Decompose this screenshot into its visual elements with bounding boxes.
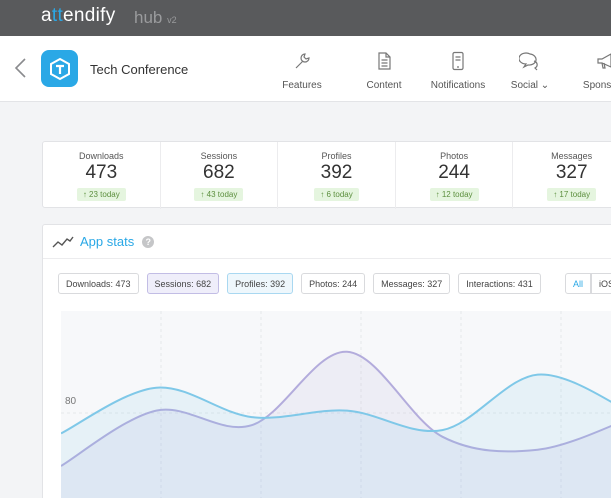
nav-sponsors[interactable]: Spons. Po	[570, 36, 611, 102]
stat-sessions: Sessions 682 ↑ 43 today	[161, 142, 279, 209]
brand-bar: attendify hub v2	[0, 0, 611, 36]
document-icon	[378, 52, 391, 70]
series-1-area	[61, 351, 611, 498]
chip-interactions[interactable]: Interactions: 431	[458, 273, 541, 294]
chart-background	[61, 311, 611, 498]
hub-label: hub v2	[134, 8, 177, 27]
line-chart-icon	[52, 236, 74, 247]
main-nav: Features Content Notifications Social ⌄	[270, 36, 611, 102]
app-title: Tech Conference	[90, 62, 189, 77]
stat-photos: Photos 244 ↑ 12 today	[396, 142, 514, 209]
chevron-left-icon	[14, 58, 26, 78]
attendify-logo[interactable]: attendify	[41, 5, 116, 26]
app-stats-chart: 80	[61, 311, 611, 498]
today-badge: ↑ 43 today	[194, 188, 244, 201]
stats-summary: Downloads 473 ↑ 23 today Sessions 682 ↑ …	[42, 141, 611, 209]
panel-header: App stats ?	[43, 225, 611, 259]
nav-notifications[interactable]: Notifications	[426, 36, 490, 102]
chip-profiles[interactable]: Profiles: 392	[227, 273, 294, 294]
chip-sessions[interactable]: Sessions: 682	[146, 273, 220, 294]
chip-downloads[interactable]: Downloads: 473	[58, 273, 139, 294]
today-badge: ↑ 17 today	[547, 188, 597, 201]
back-button[interactable]	[12, 56, 32, 80]
app-header: Tech Conference Features Content Notific…	[0, 36, 611, 102]
help-icon[interactable]: ?	[142, 235, 155, 248]
nav-features[interactable]: Features	[270, 36, 334, 102]
today-badge: ↑ 12 today	[429, 188, 479, 201]
stat-messages: Messages 327 ↑ 17 today	[513, 142, 611, 209]
segment-all[interactable]: All	[565, 273, 592, 294]
chip-messages[interactable]: Messages: 327	[373, 273, 451, 294]
panel-title: App stats	[80, 234, 135, 249]
series-0-area	[61, 374, 611, 498]
hexagon-t-icon	[49, 57, 70, 80]
nav-content[interactable]: Content	[342, 36, 426, 102]
phone-icon	[452, 51, 464, 71]
chat-bubble-icon	[519, 52, 538, 71]
platform-toggle: All iOS	[565, 273, 611, 294]
series-1-line	[61, 350, 611, 467]
today-badge: ↑ 23 today	[76, 188, 126, 201]
wrench-icon	[295, 53, 310, 69]
megaphone-icon	[597, 53, 611, 69]
app-stats-panel: App stats ? Downloads: 473 Sessions: 682…	[42, 224, 611, 498]
today-badge: ↑ 6 today	[314, 188, 359, 201]
nav-social[interactable]: Social ⌄	[490, 36, 570, 102]
stat-downloads: Downloads 473 ↑ 23 today	[43, 142, 161, 209]
metric-filters: Downloads: 473 Sessions: 682 Profiles: 3…	[58, 273, 549, 294]
chip-photos[interactable]: Photos: 244	[301, 273, 366, 294]
stat-profiles: Profiles 392 ↑ 6 today	[278, 142, 396, 209]
app-icon[interactable]	[41, 50, 78, 87]
series-0-line	[61, 373, 611, 435]
segment-ios[interactable]: iOS	[591, 273, 611, 294]
y-tick-label: 80	[65, 396, 77, 407]
